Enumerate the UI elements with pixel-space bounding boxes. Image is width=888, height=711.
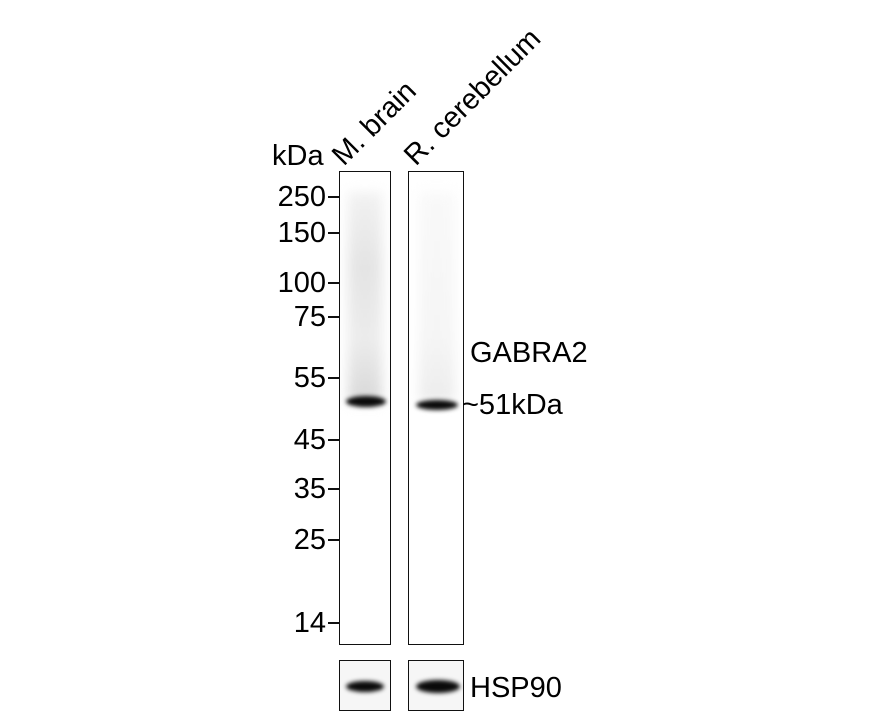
- marker-100: 100: [277, 267, 326, 299]
- band-hsp90: [416, 680, 460, 693]
- target-name: GABRA2: [470, 337, 588, 369]
- blot-lane-2: [408, 171, 464, 645]
- marker-150: 150: [277, 217, 326, 249]
- band-gabra2: [346, 396, 386, 407]
- tick-14: [328, 622, 339, 624]
- band-hsp90: [346, 681, 384, 692]
- tick-150: [328, 232, 339, 234]
- marker-14: 14: [293, 607, 326, 639]
- marker-25: 25: [293, 524, 326, 556]
- marker-75: 75: [293, 301, 326, 333]
- hsp90-lane-1: [339, 660, 391, 711]
- target-size: ~51kDa: [462, 389, 563, 421]
- marker-250: 250: [277, 181, 326, 213]
- marker-45: 45: [293, 424, 326, 456]
- loading-control-label: HSP90: [470, 672, 562, 704]
- tick-45: [328, 439, 339, 441]
- tick-25: [328, 539, 339, 541]
- tick-75: [328, 316, 339, 318]
- tick-55: [328, 377, 339, 379]
- smear: [348, 192, 382, 402]
- tick-250: [328, 196, 339, 198]
- tick-100: [328, 282, 339, 284]
- tick-35: [328, 488, 339, 490]
- marker-35: 35: [293, 473, 326, 505]
- unit-label: kDa: [272, 140, 324, 172]
- band-gabra2: [416, 400, 458, 410]
- blot-lane-1: [339, 171, 391, 645]
- smear: [419, 192, 455, 402]
- hsp90-lane-2: [408, 660, 464, 711]
- marker-55: 55: [293, 362, 326, 394]
